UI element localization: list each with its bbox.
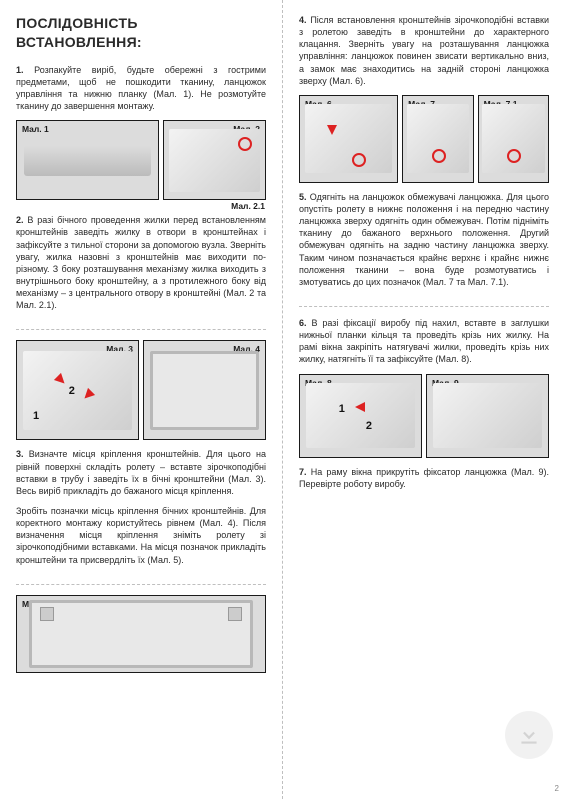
right-column: 4. Після встановлення кронштейнів зірочк…	[283, 0, 565, 799]
figure-5: Мал. 5	[16, 595, 266, 673]
illus-tension: 1 2	[306, 383, 415, 449]
step3-text2: Зробіть позначки місць кріплення бічних …	[16, 505, 266, 566]
step4-text: 4. Після встановлення кронштейнів зірочк…	[299, 14, 549, 87]
illus-roller	[24, 145, 151, 176]
step5-text: 5. Одягніть на ланцюжок обмежувачі ланцю…	[299, 191, 549, 288]
illus-fixator	[433, 383, 542, 449]
illus-limiter	[407, 104, 469, 173]
figure-3: Мал. 3 1 2	[16, 340, 139, 440]
left-column: ПОСЛІДОВНІСТЬ ВСТАНОВЛЕННЯ: 1. Розпакуйт…	[0, 0, 283, 799]
page-title: ПОСЛІДОВНІСТЬ ВСТАНОВЛЕННЯ:	[16, 14, 266, 52]
section-4-5: 4. Після встановлення кронштейнів зірочк…	[299, 14, 549, 307]
download-icon	[516, 722, 542, 748]
figure-6: Мал. 6 click	[299, 95, 398, 183]
section-1: ПОСЛІДОВНІСТЬ ВСТАНОВЛЕННЯ: 1. Розпакуйт…	[16, 14, 266, 330]
illus-limiter2	[482, 104, 544, 173]
illus-bracket	[169, 129, 260, 191]
illus-click	[305, 104, 392, 173]
figure-8: Мал. 8 1 2	[299, 374, 422, 458]
step2-text: 2. В разі бічного проведення жилки перед…	[16, 214, 266, 311]
instruction-page: ПОСЛІДОВНІСТЬ ВСТАНОВЛЕННЯ: 1. Розпакуйт…	[0, 0, 565, 799]
page-number: 2	[555, 784, 559, 795]
step3-text1: 3. Визначте місця кріплення кронштейнів.…	[16, 448, 266, 497]
figrow-5: Мал. 5	[16, 595, 266, 673]
figrow-6: Мал. 6 click Мал. 7 Мал. 7.1	[299, 95, 549, 183]
figure-2: Мал. 2 Мал. 2.1	[163, 120, 266, 200]
figrow-3: Мал. 3 1 2 Мал. 4	[16, 340, 266, 440]
step6-text: 6. В разі фіксації виробу під нахил, вст…	[299, 317, 549, 366]
illus-bracket-assembly: 1 2	[23, 351, 132, 429]
step7-text: 7. На раму вікна прикрутіть фіксатор лан…	[299, 466, 549, 490]
figrow-1: Мал. 1 Мал. 2 Мал. 2.1	[16, 120, 266, 200]
section-fig5: Мал. 5	[16, 595, 266, 673]
figrow-8: Мал. 8 1 2 Мал. 9	[299, 374, 549, 458]
step1-text: 1. Розпакуйте виріб, будьте обережні з г…	[16, 64, 266, 113]
figure-7: Мал. 7	[402, 95, 473, 183]
watermark-icon	[505, 711, 553, 759]
illus-frame	[150, 351, 259, 429]
figure-1: Мал. 1	[16, 120, 159, 200]
figure-4: Мал. 4	[143, 340, 266, 440]
figure-71: Мал. 7.1	[478, 95, 549, 183]
illus-mount	[29, 600, 252, 668]
section-3: Мал. 3 1 2 Мал. 4 3. Визначте місця кріп…	[16, 340, 266, 584]
section-6-7: 6. В разі фіксації виробу під нахил, вст…	[299, 317, 549, 490]
figure-9: Мал. 9	[426, 374, 549, 458]
